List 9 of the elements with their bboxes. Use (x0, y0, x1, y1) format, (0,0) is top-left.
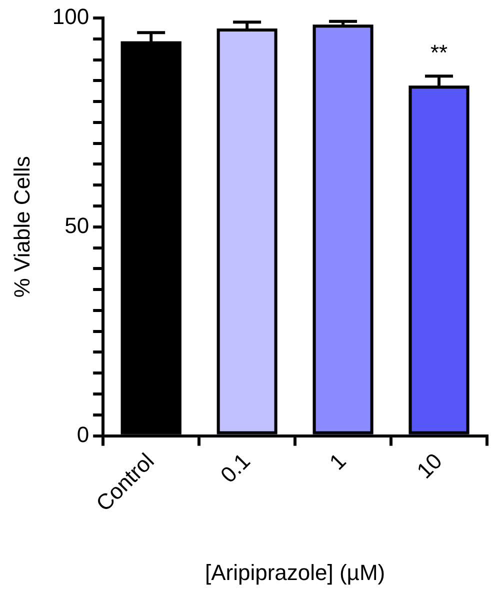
y-tick-label: 0 (76, 422, 90, 447)
y-axis-title: % Viable Cells (9, 156, 34, 298)
annotation: ** (430, 40, 448, 66)
x-tick-label: 10 (412, 448, 447, 484)
y-tick-label: 100 (52, 4, 90, 30)
x-tick-label: 1 (324, 448, 351, 475)
x-axis-title: [Aripiprazole] (µM) (204, 560, 386, 585)
x-tick-label: 0.1 (216, 448, 255, 488)
y-tick-label: 50 (64, 212, 90, 238)
